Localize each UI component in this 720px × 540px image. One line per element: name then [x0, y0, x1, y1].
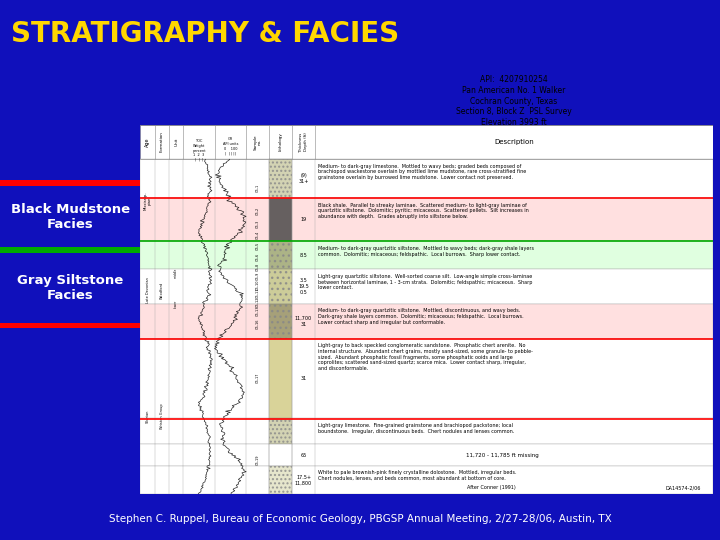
- Text: Pan American No. 1 Walker: Pan American No. 1 Walker: [462, 86, 566, 95]
- Text: C5-6: C5-6: [256, 252, 260, 261]
- Text: Sample
no.: Sample no.: [253, 134, 262, 150]
- Bar: [0, 247, 140, 253]
- Text: Gray Siltstone
Facies: Gray Siltstone Facies: [17, 274, 123, 302]
- Text: 11,700
31: 11,700 31: [295, 316, 312, 327]
- Bar: [140, 198, 713, 241]
- Bar: [269, 159, 292, 198]
- Bar: [140, 444, 713, 466]
- Bar: [140, 466, 713, 494]
- Text: C5-8: C5-8: [256, 263, 260, 272]
- Text: DA14574-2/06: DA14574-2/06: [666, 485, 701, 490]
- Text: TOC
Weight
percent
1  2  3
|  |  |: TOC Weight percent 1 2 3 | | |: [192, 139, 206, 162]
- Text: Stephen C. Ruppel, Bureau of Economic Geology, PBGSP Annual Meeting, 2/27-28/06,: Stephen C. Ruppel, Bureau of Economic Ge…: [109, 514, 611, 524]
- Text: 8.5: 8.5: [300, 253, 307, 258]
- Text: Wristen Group: Wristen Group: [160, 403, 164, 429]
- Bar: [140, 418, 713, 444]
- Bar: [140, 339, 713, 418]
- Text: Light-gray limestone.  Fine-grained grainstone and brachiopod packstone; local
b: Light-gray limestone. Fine-grained grain…: [318, 423, 514, 434]
- Text: Silurian: Silurian: [145, 410, 150, 423]
- Text: Age: Age: [145, 137, 150, 147]
- Text: C5-4: C5-4: [256, 231, 260, 239]
- Text: Light-gray to back speckled conglomeratic sandstone.  Phosphatic chert arenite. : Light-gray to back speckled conglomerati…: [318, 343, 533, 371]
- Bar: [140, 304, 713, 339]
- Text: Light-gray quartzitic siltstone.  Well-sorted coarse silt.  Low-angle simple cro: Light-gray quartzitic siltstone. Well-so…: [318, 274, 532, 291]
- Bar: [269, 418, 292, 444]
- Bar: [269, 269, 292, 304]
- Text: Unit: Unit: [174, 138, 178, 146]
- Text: Black shale.  Parallel to streaky laminae.  Scattered medium- to light-gray lami: Black shale. Parallel to streaky laminae…: [318, 202, 528, 219]
- Bar: [0, 180, 140, 186]
- Text: C5-3: C5-3: [256, 220, 260, 228]
- Text: C5-13: C5-13: [256, 305, 260, 316]
- Text: 3.5
19.5
0.5: 3.5 19.5 0.5: [298, 279, 309, 295]
- Text: Lithology: Lithology: [279, 133, 283, 151]
- Text: (9)
31+: (9) 31+: [298, 173, 309, 184]
- Text: GR
API units
0    100
|  | | ||: GR API units 0 100 | | | ||: [222, 138, 238, 155]
- Text: Late Devonian: Late Devonian: [145, 277, 150, 303]
- Text: Black Mudstone
Facies: Black Mudstone Facies: [11, 202, 130, 231]
- Text: Elevation 3993 ft: Elevation 3993 ft: [481, 118, 546, 127]
- Text: Mississip-
pian: Mississip- pian: [143, 191, 152, 210]
- Text: Woodford: Woodford: [160, 281, 164, 299]
- Text: 65: 65: [300, 453, 307, 458]
- Text: C5-17: C5-17: [256, 372, 260, 383]
- Bar: [140, 241, 713, 269]
- Text: Medium- to dark-gray quartzitic siltstone.  Mottled, discontinuous, and wavy bed: Medium- to dark-gray quartzitic siltston…: [318, 308, 523, 325]
- Text: Cochran County, Texas: Cochran County, Texas: [470, 97, 557, 106]
- Bar: [269, 339, 292, 418]
- Text: 19: 19: [300, 217, 307, 222]
- Text: C5-12: C5-12: [256, 296, 260, 307]
- Bar: [140, 125, 713, 159]
- Text: Thickness
Depth (ft): Thickness Depth (ft): [300, 132, 308, 152]
- Text: Medium- to dark-gray limestone.  Mottled to wavy beds; graded beds composed of
b: Medium- to dark-gray limestone. Mottled …: [318, 164, 526, 180]
- Text: C5-10: C5-10: [256, 279, 260, 290]
- Text: 11,720 - 11,785 ft missing: 11,720 - 11,785 ft missing: [466, 453, 539, 458]
- Text: lower: lower: [174, 300, 178, 308]
- Text: Formation: Formation: [160, 132, 164, 152]
- Bar: [269, 304, 292, 339]
- Text: API:  4207910254: API: 4207910254: [480, 75, 548, 84]
- Bar: [269, 444, 292, 466]
- Text: STRATIGRAPHY & FACIES: STRATIGRAPHY & FACIES: [11, 20, 399, 48]
- Bar: [140, 269, 713, 304]
- Text: 17.5+
11,800: 17.5+ 11,800: [295, 475, 312, 485]
- Text: Section 8, Block Z  PSL Survey: Section 8, Block Z PSL Survey: [456, 107, 572, 117]
- Bar: [269, 466, 292, 494]
- Text: C5-5: C5-5: [256, 241, 260, 250]
- Text: 31: 31: [300, 376, 307, 381]
- Bar: [0, 323, 140, 328]
- Text: C5-16: C5-16: [256, 318, 260, 329]
- Bar: [269, 198, 292, 241]
- Bar: [140, 159, 713, 198]
- Text: C5-11: C5-11: [256, 288, 260, 299]
- Text: Description: Description: [494, 139, 534, 145]
- Text: C5-19: C5-19: [256, 454, 260, 465]
- Text: C5-2: C5-2: [256, 207, 260, 215]
- Text: C5-1: C5-1: [256, 183, 260, 192]
- Bar: [269, 241, 292, 269]
- Text: middle: middle: [174, 267, 178, 278]
- Text: Medium- to dark-gray quartzitic siltstone.  Mottled to wavy beds; dark-gray shal: Medium- to dark-gray quartzitic siltston…: [318, 246, 534, 256]
- Text: C5-9: C5-9: [256, 272, 260, 280]
- Text: After Conner (1991): After Conner (1991): [467, 485, 516, 490]
- Text: White to pale brownish-pink finely crystalline dolostone.  Mottled, irregular be: White to pale brownish-pink finely cryst…: [318, 470, 516, 481]
